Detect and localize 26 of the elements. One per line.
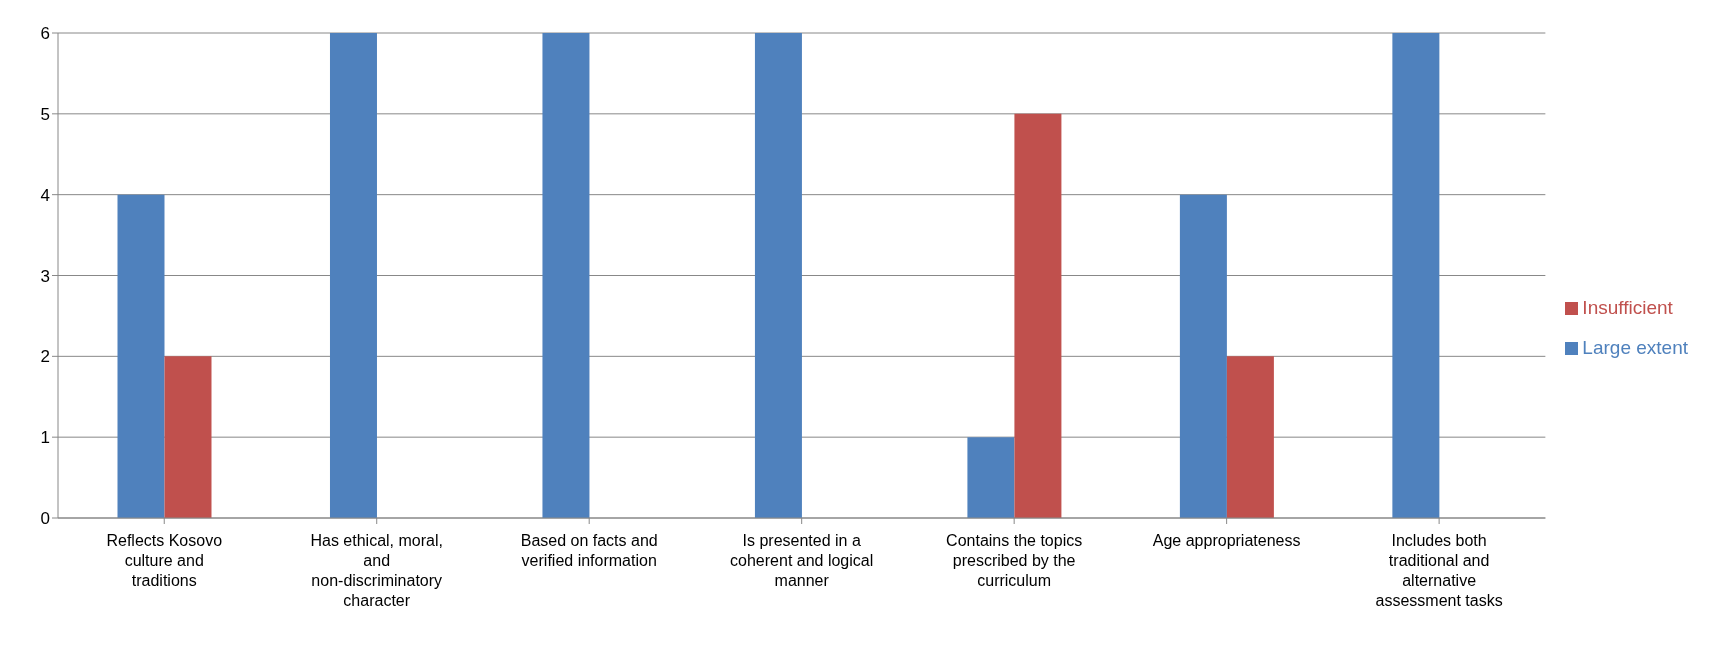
legend-label: Insufficient — [1582, 297, 1673, 318]
x-tick-label: Has ethical, moral, and non-discriminatory character — [310, 532, 443, 609]
y-tick-label: 3 — [40, 266, 50, 286]
bar — [1226, 356, 1274, 518]
bar — [117, 194, 165, 518]
bar — [967, 437, 1015, 518]
bar — [754, 33, 802, 518]
y-tick-label: 0 — [40, 509, 50, 529]
x-tick-label: Is presented in a coherent and logical manner — [730, 532, 874, 589]
x-tick-label: Age appropriateness — [1152, 532, 1301, 549]
bar — [542, 33, 590, 518]
x-tick-label: Includes both traditional and alternative assessment tasks — [1375, 532, 1503, 609]
y-tick-label: 4 — [40, 185, 50, 205]
x-tick-label: Contains the topics prescribed by the curriculum — [946, 532, 1083, 589]
y-tick-label: 5 — [40, 104, 50, 124]
bar — [1179, 194, 1227, 518]
y-tick-label: 6 — [40, 24, 50, 44]
y-tick-label: 2 — [40, 347, 50, 367]
y-tick-label: 1 — [40, 428, 50, 448]
bar — [329, 33, 377, 518]
bar — [1392, 33, 1440, 518]
bar — [164, 356, 212, 518]
x-tick-label: Reflects Kosovo culture and traditions — [106, 532, 223, 589]
bar — [1014, 113, 1062, 518]
legend-label: Large extent — [1582, 337, 1688, 358]
x-tick-label: Based on facts and verified information — [520, 532, 658, 569]
